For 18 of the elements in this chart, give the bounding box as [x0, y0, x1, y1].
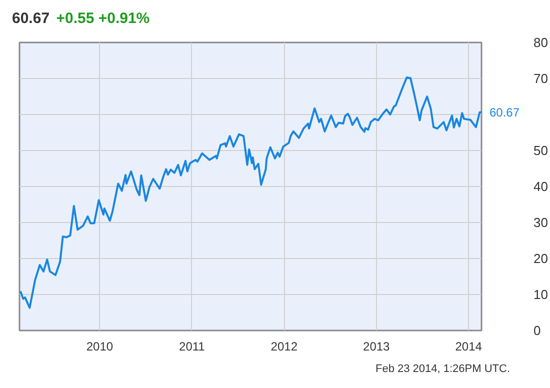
y-tick-label: 50: [534, 143, 548, 158]
x-tick-label: 2013: [363, 340, 390, 354]
text: Feb 23 2014, 1:26PM UTC.: [375, 363, 510, 375]
x-tick-label: 2012: [270, 340, 298, 354]
y-tick-label: 10: [534, 287, 548, 302]
chart-subtitle: +0.55 +0.91%: [56, 10, 150, 27]
chart-title: 60.67: [12, 10, 50, 27]
y-tick-label: 80: [534, 35, 548, 50]
y-tick-label: 30: [534, 215, 548, 230]
x-tick-label: 2014: [455, 340, 482, 354]
x-tick-label: 2011: [179, 340, 206, 354]
y-tick-label: 70: [534, 71, 548, 86]
y-tick-label: 40: [534, 179, 548, 194]
line-series: [20, 76, 482, 309]
y-tick-label: 0: [534, 323, 541, 338]
x-tick-label: 2010: [86, 340, 114, 354]
y-tick-label: 20: [534, 251, 548, 266]
annotation: 60.67: [490, 106, 520, 120]
